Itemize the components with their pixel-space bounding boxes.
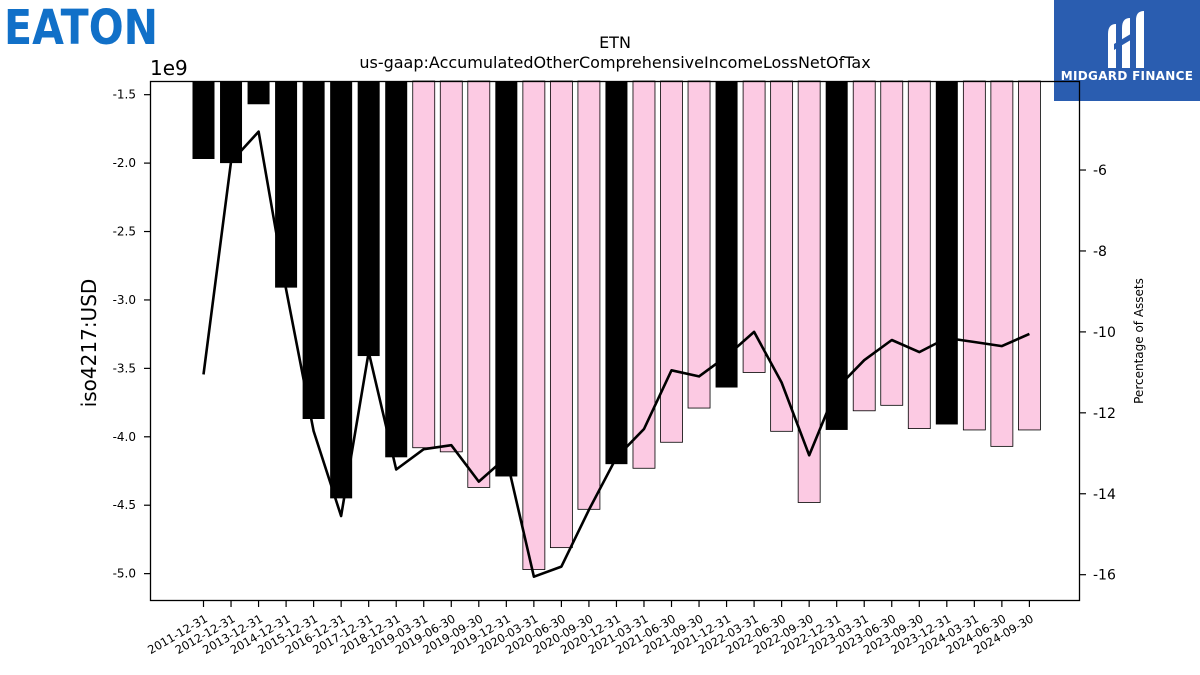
y-offset-label: 1e9 (150, 56, 188, 80)
bars-layer (192, 80, 1041, 570)
y-tick-label: -2.5 (113, 225, 136, 239)
bar-2019-09-30 (467, 80, 491, 488)
x-axis: 2011-12-312012-12-312013-12-312014-12-31… (145, 601, 1036, 657)
line-layer (202, 130, 1030, 579)
bar-2021-09-30 (687, 80, 711, 409)
right-axis: -6 -8 -10 -12 -14 -16 (1080, 163, 1116, 584)
y2-tick-label: -10 (1093, 325, 1116, 341)
bar-2024-06-30 (990, 80, 1014, 447)
y-tick-label: -5.0 (113, 567, 136, 581)
bar-2017-12-31 (357, 81, 380, 357)
y-tick-label: -2.0 (113, 156, 136, 170)
bar-2023-06-30 (880, 80, 904, 406)
plot-frame (149, 80, 1081, 602)
bar-2018-12-31 (385, 81, 408, 458)
bar-2015-12-31 (302, 81, 325, 419)
bar-2024-09-30 (1018, 80, 1041, 431)
y-tick-label: -4.5 (113, 498, 136, 512)
y-tick-label: -3.0 (113, 293, 136, 307)
y2-tick-label: -14 (1093, 487, 1116, 503)
midgard-emblem-icon (1108, 11, 1144, 68)
bar-2013-12-31 (247, 81, 270, 105)
bar-2022-12-31 (825, 81, 848, 430)
y-axis-label: iso4217:USD (77, 279, 101, 408)
bar-2020-09-30 (577, 80, 601, 510)
bar-2019-03-31 (412, 80, 436, 449)
bar-2022-06-30 (770, 80, 794, 432)
bar-2023-09-30 (907, 80, 931, 429)
bar-2024-03-31 (962, 80, 986, 431)
bar-2019-06-30 (439, 80, 463, 453)
bar-2019-12-31 (495, 81, 518, 477)
bar-2012-12-31 (220, 81, 243, 164)
bar-2016-12-31 (330, 81, 353, 499)
svg-text:EATON: EATON (4, 4, 158, 48)
y2-tick-label: -16 (1093, 568, 1116, 584)
y-tick-label: -1.5 (113, 88, 136, 102)
y2-tick-label: -12 (1093, 406, 1116, 422)
y-tick-label: -4.0 (113, 430, 136, 444)
chart-subtitle: us-gaap:AccumulatedOtherComprehensiveInc… (359, 53, 870, 72)
eaton-logo: EATON (4, 0, 160, 56)
bar-2014-12-31 (275, 81, 298, 288)
bar-2022-03-31 (742, 80, 766, 373)
bar-2020-06-30 (549, 80, 573, 549)
midgard-brand-text: MIDGARD FINANCE (1060, 69, 1194, 83)
percentage-line (202, 130, 1030, 579)
y2-tick-label: -6 (1093, 163, 1107, 179)
y2-axis-label: Percentage of Assets (1132, 278, 1146, 404)
left-axis: -1.5 -2.0 -2.5 -3.0 -3.5 -4.0 -4.5 -5.0 (113, 88, 150, 581)
y-tick-label: -3.5 (113, 361, 136, 375)
y2-tick-label: -8 (1093, 244, 1107, 260)
bar-2011-12-31 (192, 81, 215, 159)
midgard-finance-logo: MIDGARD FINANCE (1054, 0, 1200, 101)
bar-2021-12-31 (715, 81, 738, 388)
bar-2020-03-31 (522, 80, 546, 570)
bar-2023-12-31 (935, 81, 958, 425)
bar-2020-12-31 (605, 81, 628, 465)
chart-title: ETN (599, 33, 631, 52)
